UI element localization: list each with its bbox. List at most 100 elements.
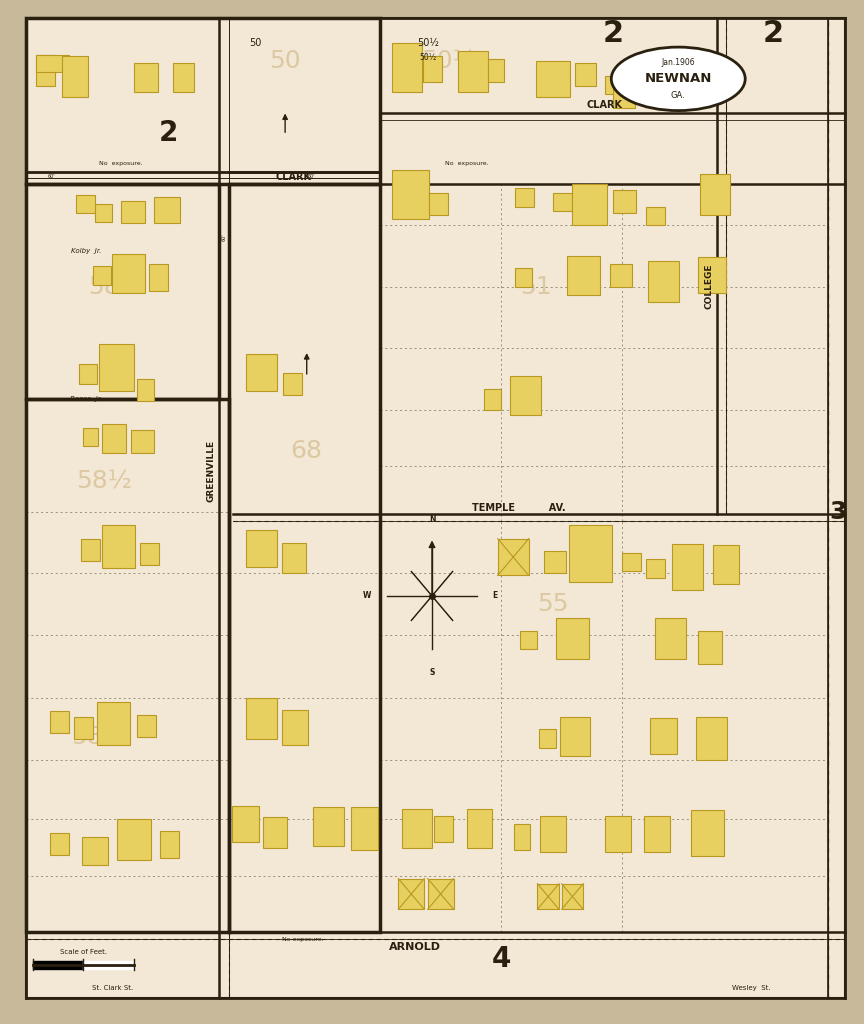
- Bar: [537, 884, 559, 909]
- Bar: [81, 539, 100, 561]
- Bar: [79, 364, 97, 384]
- Bar: [698, 631, 722, 664]
- Text: 3: 3: [829, 500, 847, 524]
- Bar: [646, 559, 665, 578]
- Text: 58: 58: [88, 274, 119, 299]
- Bar: [50, 833, 69, 855]
- Bar: [467, 809, 492, 848]
- Bar: [282, 543, 306, 573]
- Bar: [520, 631, 537, 649]
- Bar: [650, 718, 677, 754]
- Bar: [569, 525, 612, 582]
- Bar: [26, 18, 380, 184]
- Text: No exposure.: No exposure.: [282, 937, 323, 941]
- Bar: [82, 837, 108, 865]
- Bar: [74, 717, 93, 739]
- Bar: [50, 711, 69, 733]
- Bar: [137, 379, 154, 401]
- Bar: [648, 261, 679, 302]
- Bar: [62, 56, 88, 97]
- Text: 51: 51: [520, 274, 551, 299]
- Bar: [112, 254, 145, 293]
- Bar: [134, 63, 158, 92]
- Bar: [713, 545, 739, 584]
- Bar: [556, 618, 589, 659]
- Bar: [402, 809, 432, 848]
- Bar: [540, 816, 566, 852]
- Bar: [392, 43, 422, 92]
- Text: 50½: 50½: [422, 49, 477, 74]
- Bar: [282, 710, 308, 745]
- Bar: [553, 193, 572, 211]
- Bar: [140, 543, 159, 565]
- Bar: [567, 256, 600, 295]
- Bar: [458, 51, 488, 92]
- Bar: [536, 61, 570, 97]
- Text: CLARK: CLARK: [587, 100, 623, 111]
- Text: Beese  Jr.: Beese Jr.: [70, 396, 103, 402]
- Text: CLARK: CLARK: [276, 172, 312, 182]
- Bar: [672, 544, 703, 590]
- Bar: [26, 399, 229, 932]
- Bar: [613, 190, 636, 213]
- Bar: [263, 817, 287, 848]
- Bar: [137, 715, 156, 737]
- Bar: [488, 59, 504, 82]
- Bar: [539, 729, 556, 748]
- Text: 4: 4: [492, 945, 511, 974]
- Bar: [610, 264, 632, 287]
- Text: 60': 60': [48, 174, 55, 178]
- Bar: [313, 807, 344, 846]
- Text: 58½: 58½: [76, 469, 131, 494]
- Bar: [351, 807, 378, 850]
- Bar: [652, 67, 687, 108]
- Text: No  exposure.: No exposure.: [445, 162, 488, 166]
- Text: Wesley  St.: Wesley St.: [733, 985, 771, 991]
- Text: 68: 68: [290, 438, 323, 463]
- Text: TEMPLE          AV.: TEMPLE AV.: [472, 503, 565, 513]
- Text: 60': 60': [221, 233, 226, 242]
- Text: W: W: [363, 592, 372, 600]
- Text: COLLEGE: COLLEGE: [705, 264, 714, 309]
- Bar: [696, 717, 727, 760]
- Bar: [429, 193, 448, 215]
- Text: Scale of Feet.: Scale of Feet.: [60, 949, 107, 955]
- Bar: [655, 618, 686, 659]
- Text: 50½: 50½: [419, 53, 436, 61]
- Bar: [154, 197, 180, 223]
- Bar: [515, 188, 534, 207]
- Text: 58⅓: 58⅓: [72, 725, 127, 750]
- Text: 2: 2: [603, 19, 624, 48]
- Ellipse shape: [611, 47, 745, 111]
- Text: E: E: [492, 592, 498, 600]
- Bar: [149, 264, 168, 291]
- Bar: [392, 170, 429, 219]
- Text: GA.: GA.: [670, 91, 686, 99]
- Text: NEWNAN: NEWNAN: [645, 73, 712, 85]
- Bar: [605, 816, 631, 852]
- Bar: [76, 195, 95, 213]
- Text: No  exposure.: No exposure.: [99, 162, 143, 166]
- Bar: [560, 717, 590, 756]
- Bar: [644, 816, 670, 852]
- Text: St. Clark St.: St. Clark St.: [92, 985, 133, 991]
- Bar: [622, 553, 641, 571]
- Text: 55: 55: [537, 592, 569, 616]
- Bar: [246, 354, 277, 391]
- Text: S: S: [429, 668, 435, 677]
- Text: 50: 50: [249, 38, 261, 48]
- Bar: [117, 819, 151, 860]
- Bar: [700, 174, 730, 215]
- Bar: [121, 201, 145, 223]
- Bar: [95, 204, 112, 222]
- Text: ARNOLD: ARNOLD: [389, 942, 441, 952]
- Text: 60': 60': [308, 174, 314, 178]
- Bar: [515, 268, 532, 287]
- Bar: [36, 55, 55, 86]
- Bar: [562, 884, 583, 909]
- Bar: [173, 63, 194, 92]
- Bar: [232, 806, 259, 842]
- Bar: [605, 76, 622, 94]
- Bar: [423, 56, 442, 82]
- Text: 50: 50: [270, 49, 301, 74]
